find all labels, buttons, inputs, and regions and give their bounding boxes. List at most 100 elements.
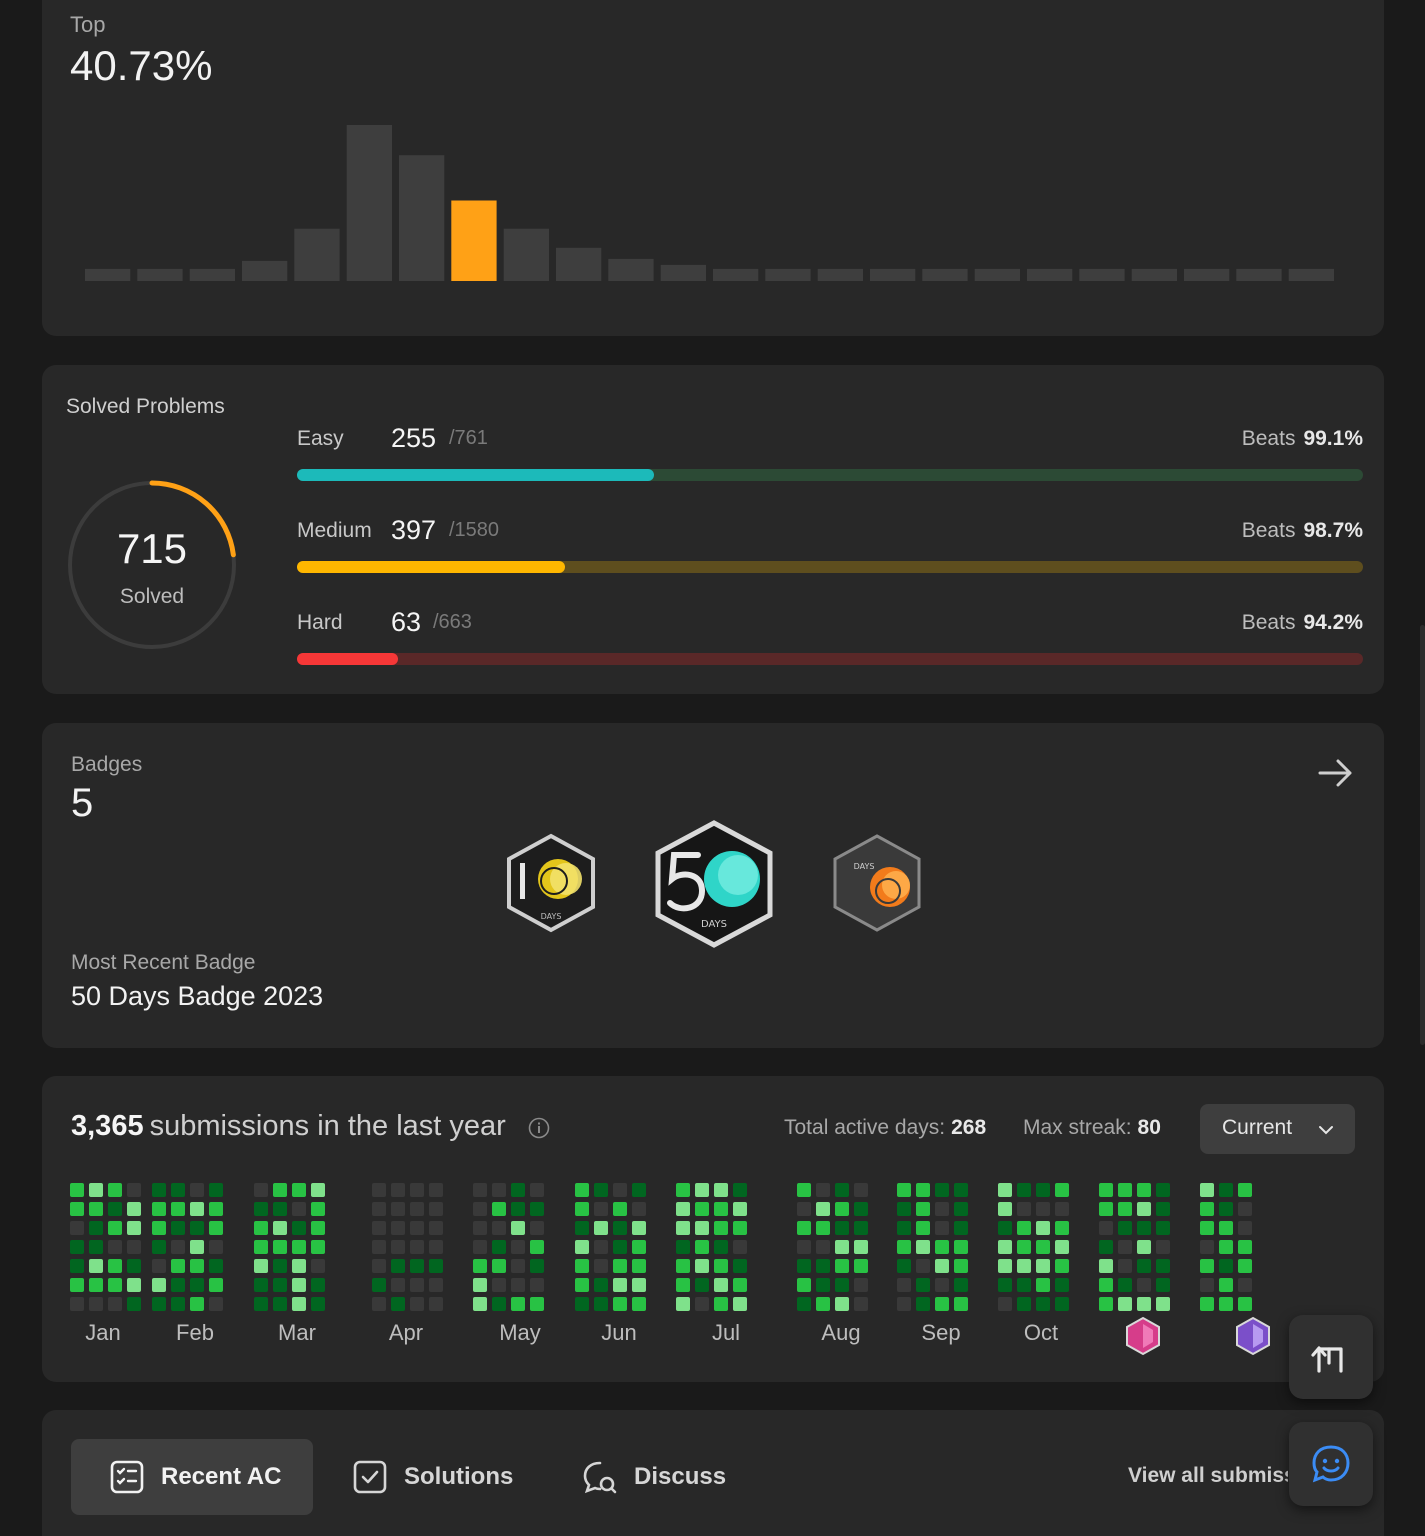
tab-recent-ac[interactable]: Recent AC: [71, 1439, 313, 1515]
heatmap-cell[interactable]: [171, 1240, 185, 1254]
heatmap-cell[interactable]: [492, 1221, 506, 1235]
heatmap-cell[interactable]: [1219, 1183, 1233, 1197]
heatmap-cell[interactable]: [391, 1278, 405, 1292]
heatmap-cell[interactable]: [127, 1221, 141, 1235]
heatmap-cell[interactable]: [190, 1183, 204, 1197]
heatmap-cell[interactable]: [613, 1202, 627, 1216]
heatmap-cell[interactable]: [292, 1297, 306, 1311]
heatmap-cell[interactable]: [127, 1259, 141, 1273]
heatmap-cell[interactable]: [1055, 1240, 1069, 1254]
heatmap-cell[interactable]: [1137, 1221, 1151, 1235]
heatmap-cell[interactable]: [530, 1240, 544, 1254]
heatmap-cell[interactable]: [613, 1259, 627, 1273]
heatmap-cell[interactable]: [1099, 1259, 1113, 1273]
heatmap-cell[interactable]: [954, 1297, 968, 1311]
heatmap-cell[interactable]: [733, 1278, 747, 1292]
heatmap-cell[interactable]: [530, 1278, 544, 1292]
heatmap-cell[interactable]: [676, 1183, 690, 1197]
heatmap-cell[interactable]: [594, 1240, 608, 1254]
heatmap-cell[interactable]: [1118, 1278, 1132, 1292]
heatmap-cell[interactable]: [311, 1183, 325, 1197]
heatmap-cell[interactable]: [127, 1202, 141, 1216]
page-scrollbar[interactable]: [1420, 625, 1425, 1045]
heatmap-cell[interactable]: [372, 1278, 386, 1292]
heatmap-cell[interactable]: [613, 1221, 627, 1235]
heatmap-cell[interactable]: [935, 1297, 949, 1311]
heatmap-cell[interactable]: [835, 1297, 849, 1311]
heatmap-cell[interactable]: [575, 1202, 589, 1216]
heatmap-cell[interactable]: [209, 1278, 223, 1292]
heatmap-cell[interactable]: [733, 1259, 747, 1273]
heatmap-cell[interactable]: [70, 1221, 84, 1235]
heatmap-cell[interactable]: [292, 1221, 306, 1235]
heatmap-cell[interactable]: [108, 1183, 122, 1197]
heatmap-cell[interactable]: [797, 1221, 811, 1235]
heatmap-cell[interactable]: [391, 1297, 405, 1311]
heatmap-cell[interactable]: [492, 1183, 506, 1197]
heatmap-cell[interactable]: [714, 1183, 728, 1197]
heatmap-cell[interactable]: [594, 1278, 608, 1292]
heatmap-cell[interactable]: [273, 1202, 287, 1216]
heatmap-cell[interactable]: [816, 1278, 830, 1292]
heatmap-cell[interactable]: [1036, 1183, 1050, 1197]
heatmap-cell[interactable]: [511, 1297, 525, 1311]
heatmap-cell[interactable]: [632, 1183, 646, 1197]
heatmap-cell[interactable]: [954, 1278, 968, 1292]
heatmap-cell[interactable]: [70, 1202, 84, 1216]
heatmap-cell[interactable]: [530, 1183, 544, 1197]
heatmap-cell[interactable]: [311, 1240, 325, 1254]
heatmap-cell[interactable]: [1200, 1278, 1214, 1292]
heatmap-cell[interactable]: [209, 1297, 223, 1311]
heatmap-cell[interactable]: [613, 1297, 627, 1311]
heatmap-cell[interactable]: [1099, 1278, 1113, 1292]
heatmap-cell[interactable]: [854, 1259, 868, 1273]
heatmap-cell[interactable]: [1156, 1221, 1170, 1235]
heatmap-cell[interactable]: [254, 1259, 268, 1273]
heatmap-cell[interactable]: [273, 1297, 287, 1311]
heatmap-cell[interactable]: [1200, 1259, 1214, 1273]
heatmap-cell[interactable]: [1118, 1240, 1132, 1254]
heatmap-cell[interactable]: [594, 1202, 608, 1216]
heatmap-cell[interactable]: [1036, 1278, 1050, 1292]
tab-discuss[interactable]: Discuss: [582, 1439, 762, 1515]
heatmap-cell[interactable]: [575, 1259, 589, 1273]
heatmap-cell[interactable]: [152, 1202, 166, 1216]
tab-solutions[interactable]: Solutions: [352, 1439, 542, 1515]
heatmap-cell[interactable]: [695, 1240, 709, 1254]
heatmap-cell[interactable]: [190, 1221, 204, 1235]
heatmap-cell[interactable]: [1156, 1183, 1170, 1197]
heatmap-cell[interactable]: [1099, 1221, 1113, 1235]
heatmap-cell[interactable]: [1137, 1240, 1151, 1254]
heatmap-cell[interactable]: [273, 1278, 287, 1292]
heatmap-cell[interactable]: [998, 1278, 1012, 1292]
heatmap-cell[interactable]: [1200, 1221, 1214, 1235]
heatmap-cell[interactable]: [695, 1297, 709, 1311]
heatmap-cell[interactable]: [695, 1278, 709, 1292]
heatmap-cell[interactable]: [594, 1297, 608, 1311]
heatmap-cell[interactable]: [676, 1240, 690, 1254]
heatmap-cell[interactable]: [1017, 1278, 1031, 1292]
heatmap-cell[interactable]: [676, 1259, 690, 1273]
heatmap-cell[interactable]: [676, 1221, 690, 1235]
heatmap-cell[interactable]: [714, 1297, 728, 1311]
heatmap-cell[interactable]: [695, 1221, 709, 1235]
heatmap-cell[interactable]: [935, 1221, 949, 1235]
heatmap-cell[interactable]: [1017, 1259, 1031, 1273]
heatmap-cell[interactable]: [575, 1297, 589, 1311]
heatmap-cell[interactable]: [632, 1202, 646, 1216]
heatmap-cell[interactable]: [108, 1221, 122, 1235]
heatmap-cell[interactable]: [273, 1221, 287, 1235]
heatmap-cell[interactable]: [998, 1183, 1012, 1197]
heatmap-cell[interactable]: [410, 1297, 424, 1311]
heatmap-cell[interactable]: [998, 1259, 1012, 1273]
heatmap-cell[interactable]: [998, 1202, 1012, 1216]
heatmap-cell[interactable]: [733, 1202, 747, 1216]
heatmap-cell[interactable]: [916, 1183, 930, 1197]
heatmap-cell[interactable]: [816, 1221, 830, 1235]
heatmap-cell[interactable]: [190, 1259, 204, 1273]
heatmap-cell[interactable]: [108, 1202, 122, 1216]
heatmap-cell[interactable]: [632, 1278, 646, 1292]
heatmap-cell[interactable]: [530, 1297, 544, 1311]
heatmap-cell[interactable]: [492, 1202, 506, 1216]
heatmap-cell[interactable]: [1137, 1278, 1151, 1292]
